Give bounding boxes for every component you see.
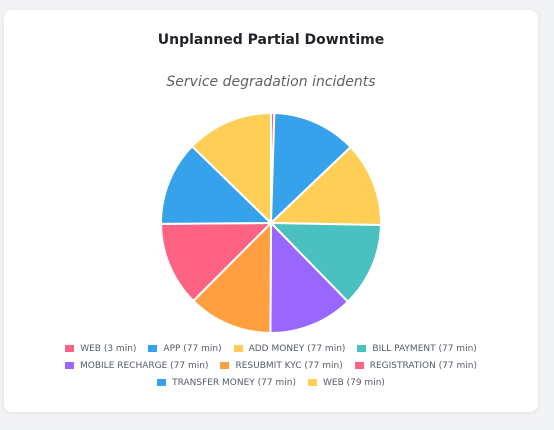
chart-title: Unplanned Partial Downtime [157,32,385,48]
legend-item[interactable]: BILL PAYMENT (77 min) [357,343,477,354]
pie-slice[interactable] [159,145,272,225]
legend-label: BILL PAYMENT (77 min) [372,343,477,354]
legend-swatch [157,379,167,386]
pie-slice[interactable] [270,146,382,226]
pie-slice[interactable] [191,112,272,224]
legend-swatch [357,345,367,352]
pie-chart [159,111,382,335]
legend-label: MOBILE RECHARGE (77 min) [80,360,209,371]
legend-item[interactable]: WEB (3 min) [65,344,136,354]
legend-row: WEB (3 min) APP (77 min) ADD MONEY (77 m… [4,340,538,357]
chart-card: Unplanned Partial Downtime Service degra… [4,10,538,412]
legend-label: WEB (79 min) [322,377,385,388]
legend-swatch [148,345,158,352]
legend-label: WEB (3 min) [80,343,137,354]
legend-swatch [233,345,243,352]
legend-swatch [307,379,317,386]
legend-item[interactable]: WEB (79 min) [307,377,385,388]
legend-item[interactable]: MOBILE RECHARGE (77 min) [65,361,208,371]
legend-swatch [65,362,74,369]
legend-item[interactable]: RESUBMIT KYC (77 min) [220,360,343,371]
pie-slice[interactable] [270,112,352,224]
pie-slice[interactable] [192,222,272,334]
chart-legend: WEB (3 min) APP (77 min) ADD MONEY (77 m… [4,340,538,391]
legend-label: REGISTRATION (77 min) [369,360,477,371]
legend-item[interactable]: APP (77 min) [148,343,222,354]
legend-swatch [220,362,230,369]
legend-row: MOBILE RECHARGE (77 min) RESUBMIT KYC (7… [4,357,538,374]
legend-swatch [354,362,364,369]
legend-swatch [65,345,75,352]
legend-item[interactable]: ADD MONEY (77 min) [233,343,346,354]
pie-slice[interactable] [160,222,272,302]
legend-label: APP (77 min) [163,343,222,354]
pie-slice[interactable] [269,222,349,335]
legend-label: RESUBMIT KYC (77 min) [235,360,343,371]
legend-label: ADD MONEY (77 min) [248,343,346,354]
legend-item[interactable]: TRANSFER MONEY (77 min) [157,378,296,388]
legend-item[interactable]: REGISTRATION (77 min) [354,360,477,371]
legend-row: TRANSFER MONEY (77 min) WEB (79 min) [4,374,538,391]
pie-slice[interactable] [270,222,382,303]
chart-subtitle: Service degradation incidents [166,74,376,90]
legend-label: TRANSFER MONEY (77 min) [172,377,296,388]
